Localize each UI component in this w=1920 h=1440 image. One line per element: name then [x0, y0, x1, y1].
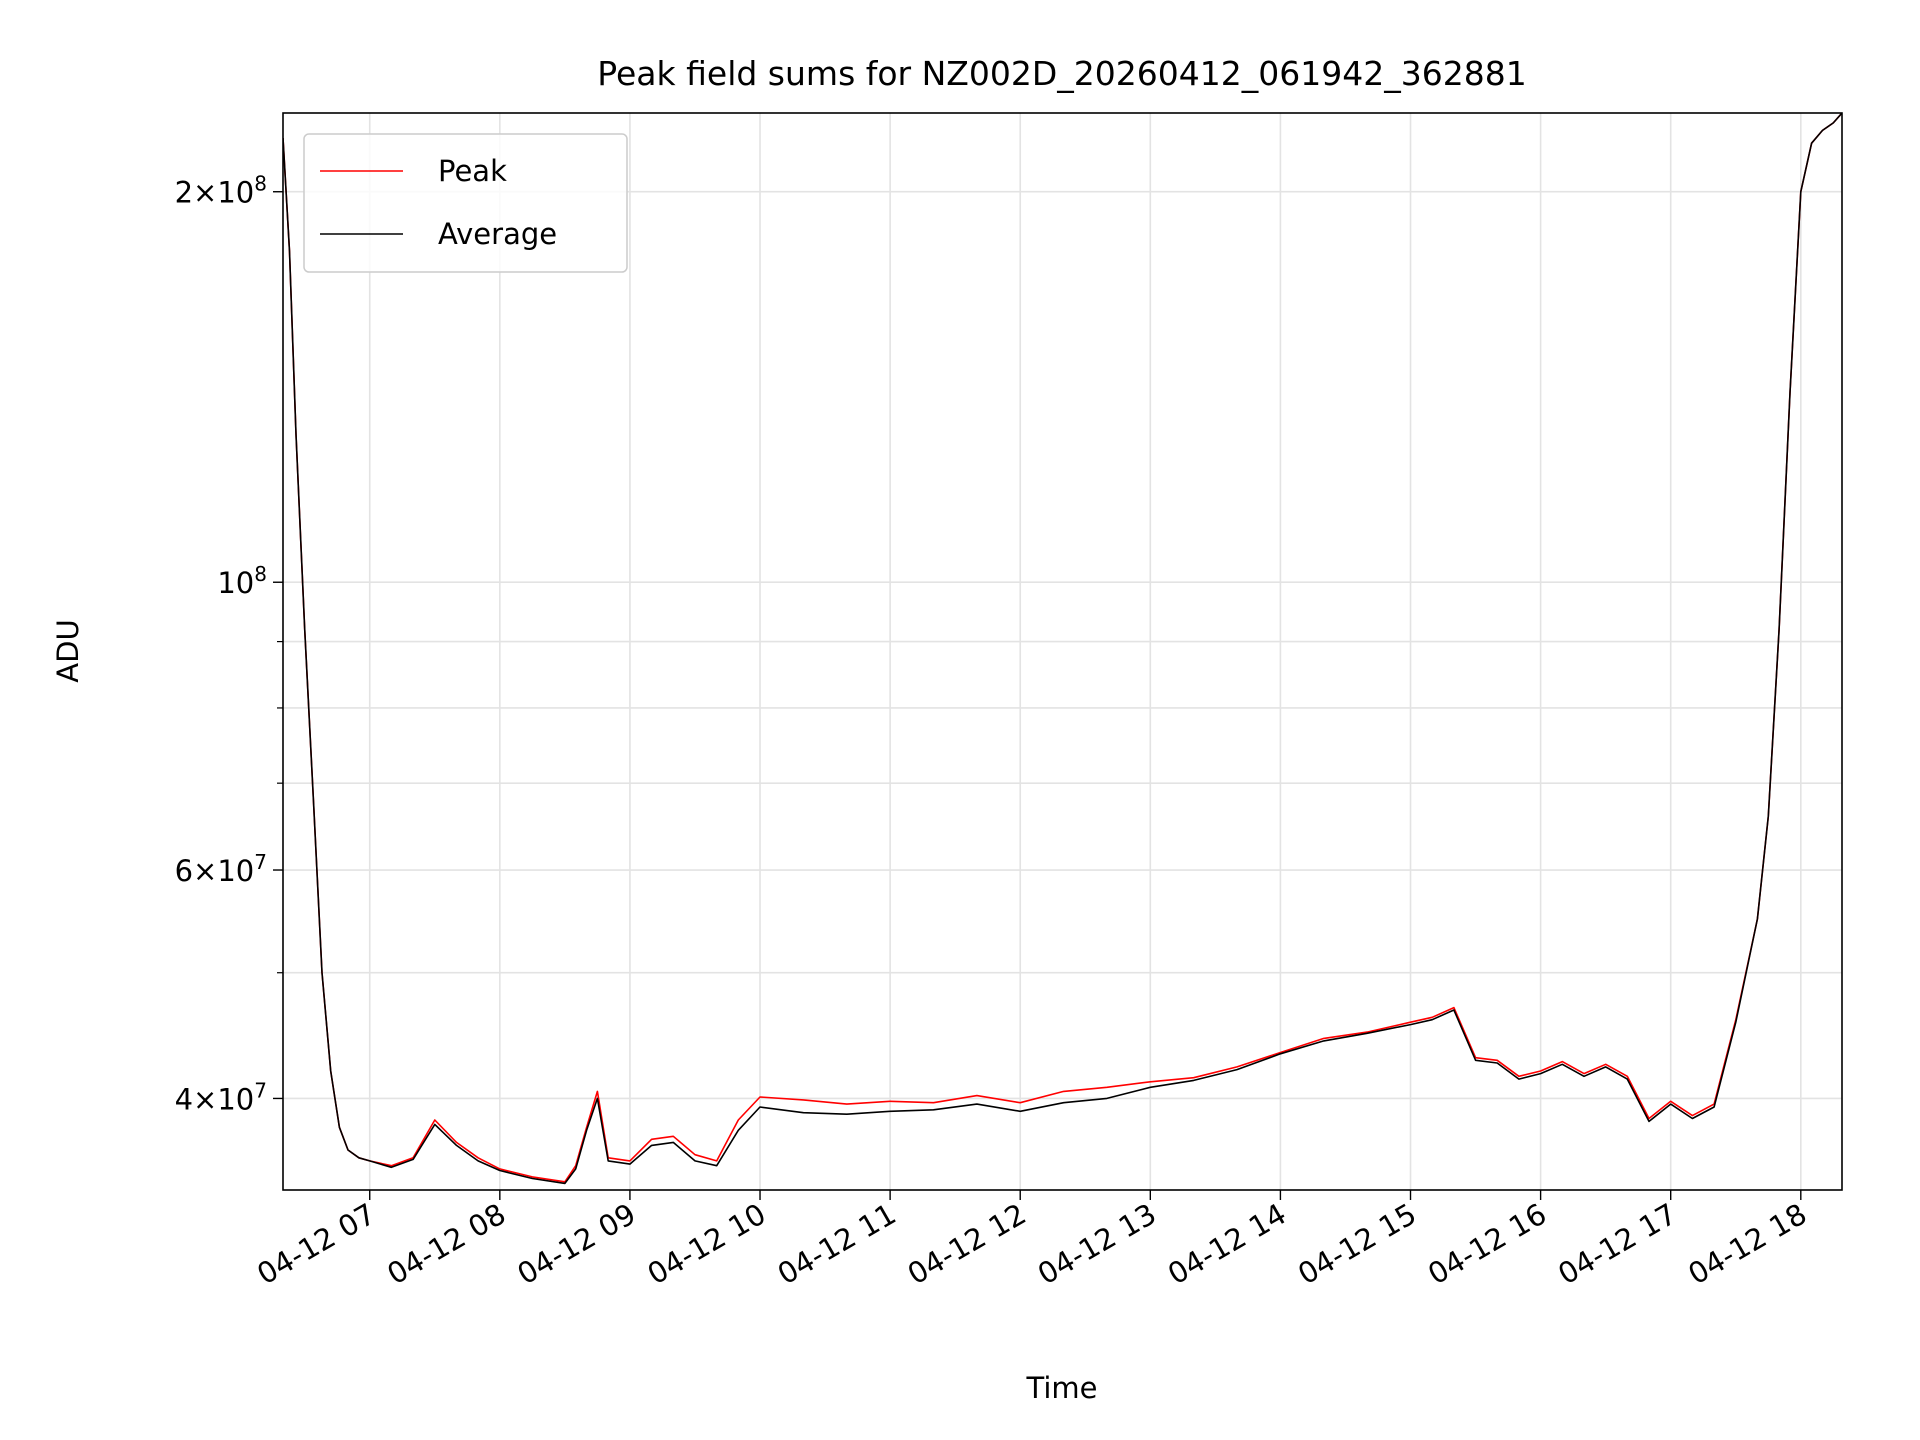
series-line-peak	[283, 113, 1842, 1183]
x-axis-label: Time	[1026, 1371, 1098, 1405]
y-tick-label: 6×107	[175, 850, 267, 888]
y-axis-label: ADU	[51, 619, 85, 682]
legend-peak-label: Peak	[438, 154, 507, 188]
legend-average-label: Average	[438, 217, 557, 251]
y-tick-label: 2×108	[175, 172, 267, 210]
series-line-average	[283, 113, 1842, 1185]
series-lines	[283, 113, 1842, 1185]
y-tick-label: 4×107	[175, 1078, 267, 1116]
plot-area	[283, 113, 1842, 1190]
grid-lines	[283, 113, 1842, 1190]
chart-title: Peak field sums for NZ002D_20260412_0619…	[597, 54, 1526, 93]
plot-frame	[282, 112, 1843, 1191]
legend-box	[303, 133, 628, 273]
legend: Peak Average	[303, 133, 628, 273]
y-tick-label: 108	[217, 562, 267, 600]
